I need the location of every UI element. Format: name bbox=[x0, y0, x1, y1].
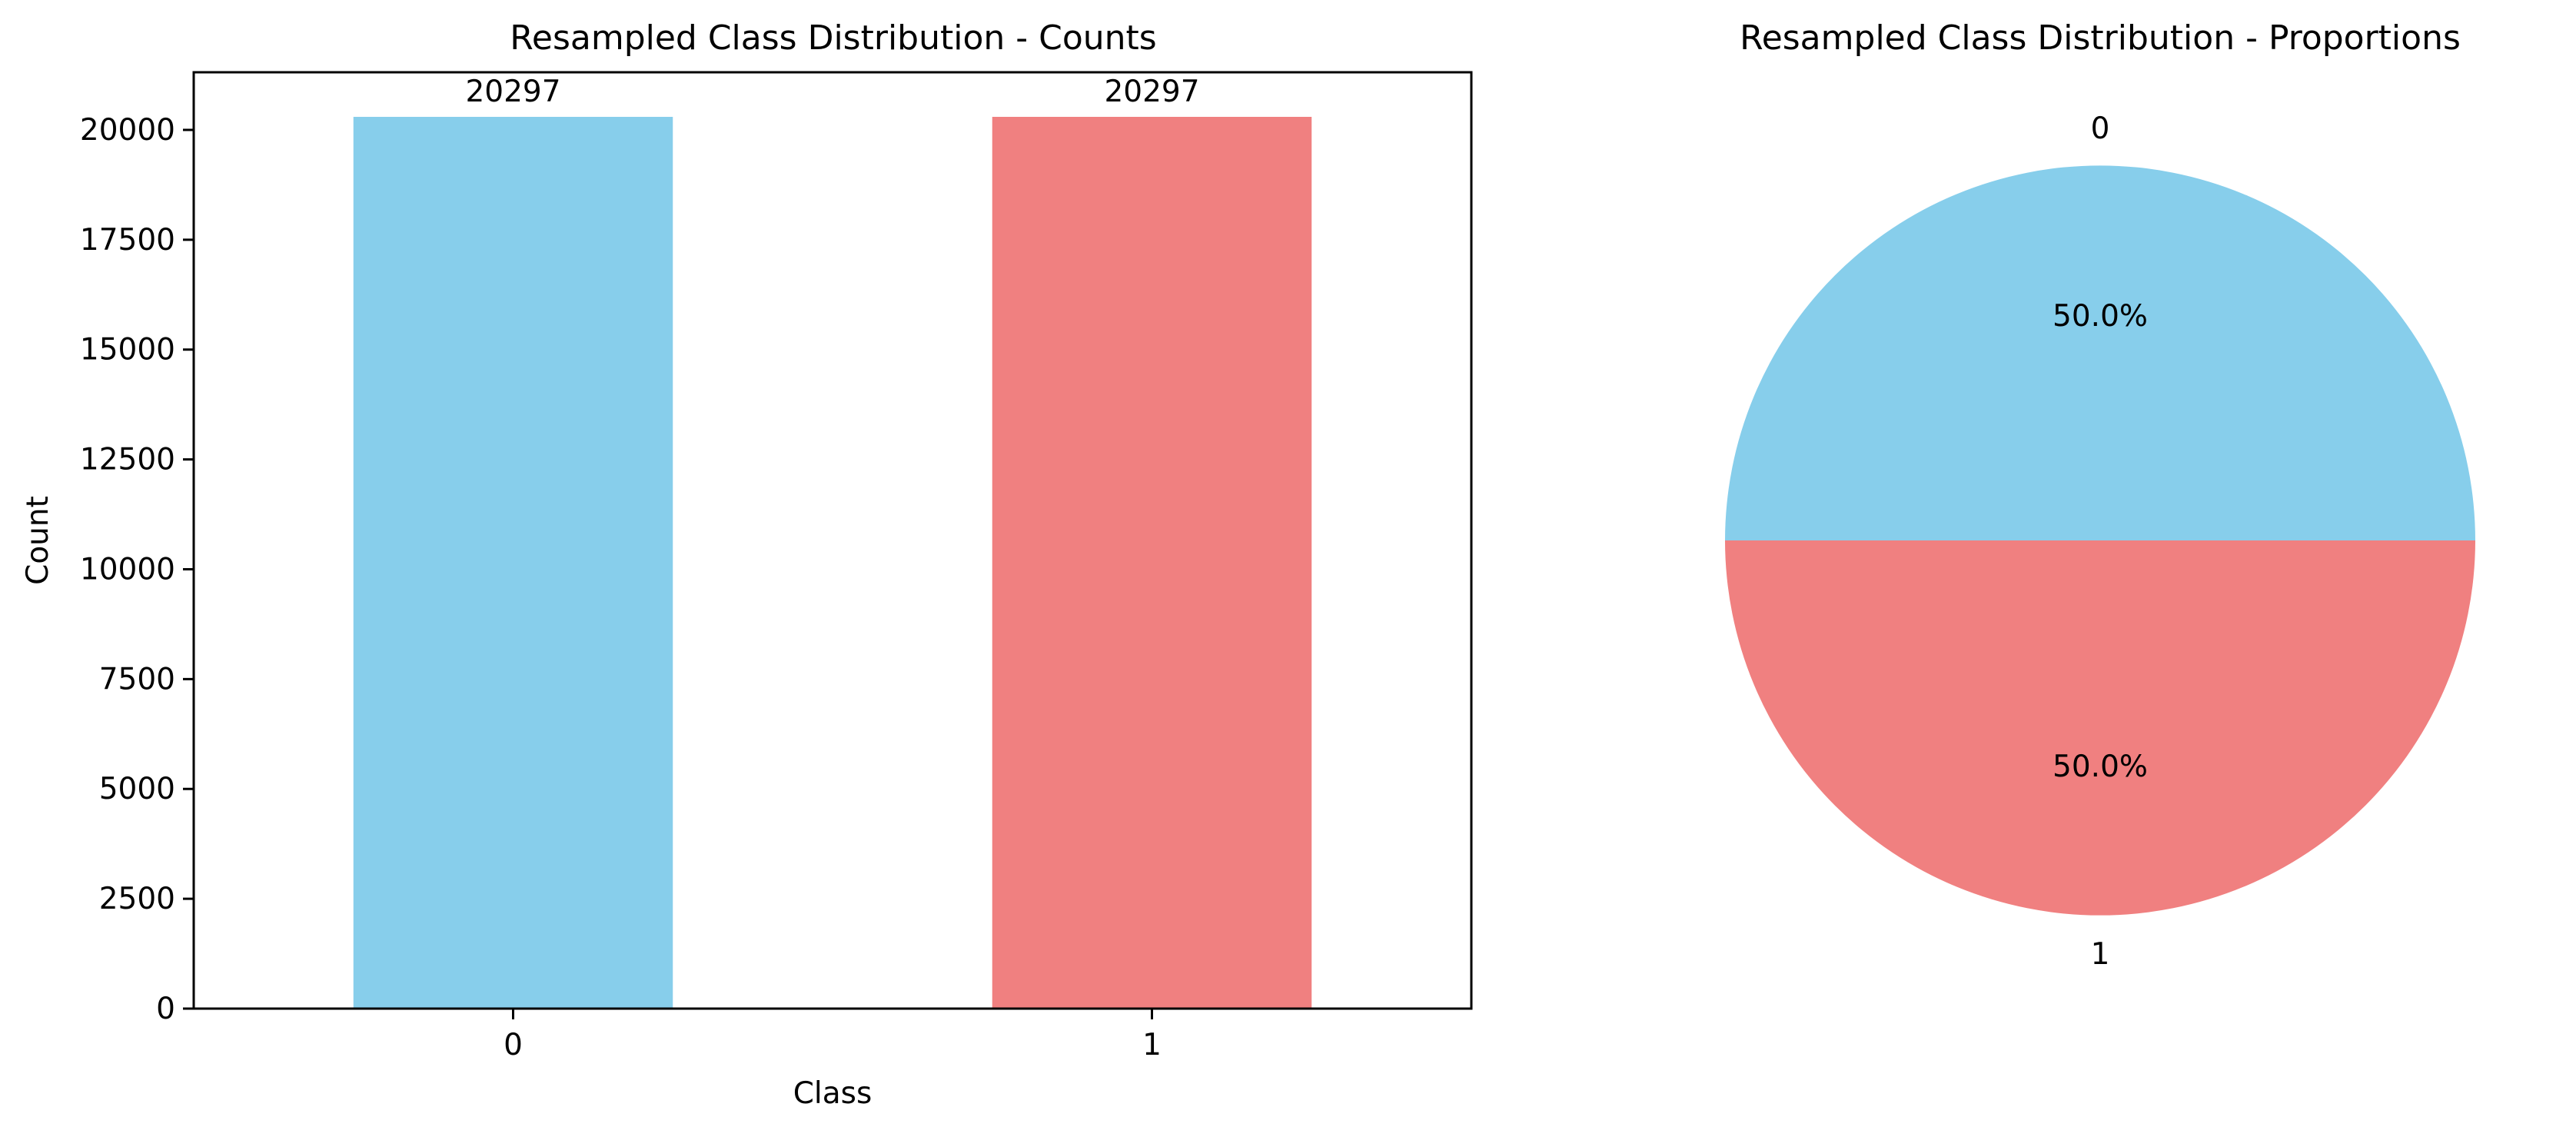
bar-value-label: 20297 bbox=[465, 75, 560, 109]
bar-marks: 20297 20297 bbox=[353, 75, 1312, 1009]
y-tick-label: 15000 bbox=[80, 333, 175, 367]
pie-marks: 0 50.0% 1 50.0% bbox=[1725, 111, 2475, 972]
y-tick-label: 17500 bbox=[80, 223, 175, 258]
pie-slice bbox=[1725, 165, 2475, 540]
pie-slice bbox=[1725, 540, 2475, 916]
bar-value-label: 20297 bbox=[1104, 75, 1199, 109]
pie-pct-label: 50.0% bbox=[2052, 750, 2148, 784]
y-tick-label: 10000 bbox=[80, 552, 175, 587]
pie-slice-label: 1 bbox=[2091, 937, 2110, 972]
x-tick-label: 0 bbox=[504, 1028, 523, 1062]
pie-chart-title: Resampled Class Distribution - Proportio… bbox=[1740, 18, 2461, 58]
bar bbox=[992, 117, 1312, 1009]
bar-y-axis-label: Count bbox=[21, 496, 55, 585]
y-tick-label: 7500 bbox=[99, 662, 175, 696]
bar-y-axis: 0 2500 5000 7500 10000 12500 15000 17500 20000 bbox=[80, 113, 194, 1026]
x-tick-label: 1 bbox=[1142, 1028, 1162, 1062]
pie-chart: Resampled Class Distribution - Proportio… bbox=[1725, 18, 2475, 972]
y-tick-label: 12500 bbox=[80, 443, 175, 477]
y-tick-label: 20000 bbox=[80, 113, 175, 148]
pie-pct-label: 50.0% bbox=[2052, 299, 2148, 334]
y-tick-label: 2500 bbox=[99, 882, 175, 916]
bar-plot-frame bbox=[192, 71, 1473, 1010]
pie-slice-label: 0 bbox=[2091, 111, 2110, 146]
bar-chart-title: Resampled Class Distribution - Counts bbox=[510, 18, 1156, 58]
y-tick-label: 5000 bbox=[99, 772, 175, 806]
bar-chart: Resampled Class Distribution - Counts 0 2… bbox=[21, 18, 1473, 1111]
bar-x-axis-label: Class bbox=[793, 1076, 873, 1111]
y-tick-label: 0 bbox=[156, 992, 175, 1026]
bar bbox=[353, 117, 673, 1009]
